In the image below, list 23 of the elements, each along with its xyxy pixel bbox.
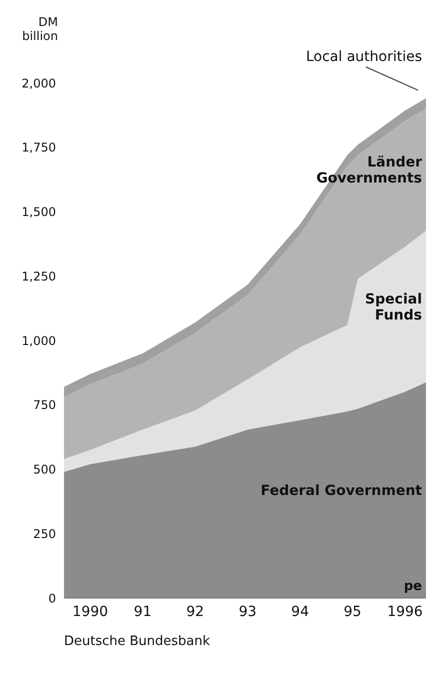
series-label: Länder Governments	[316, 154, 422, 187]
series-label: Special Funds	[365, 292, 422, 324]
y-tick-label: 2,000	[22, 76, 56, 90]
y-tick-label: 1,250	[22, 269, 56, 284]
y-tick-label: 250	[33, 526, 56, 541]
y-tick-label: 0	[48, 591, 56, 606]
annotation: pe	[404, 579, 422, 594]
x-tick-label: 1996	[387, 604, 423, 620]
x-tick-label: 93	[238, 604, 257, 620]
x-tick-label: 1990	[72, 604, 108, 620]
x-tick-label: 91	[134, 604, 152, 620]
y-tick-label: 1,500	[22, 205, 56, 220]
y-axis-title: DM billion	[22, 15, 58, 43]
y-tick-label: 1,000	[22, 334, 56, 348]
y-tick-label: 500	[33, 462, 56, 477]
series-label: Federal Government	[260, 483, 422, 500]
y-tick-label: 750	[33, 398, 56, 412]
x-tick-label: 92	[186, 604, 204, 620]
text: Local authorities	[306, 49, 422, 65]
text: Deutsche Bundesbank	[63, 634, 212, 649]
x-tick-label: 94	[291, 604, 310, 620]
y-tick-label: 1,750	[22, 140, 56, 155]
x-tick-label: 95	[344, 604, 362, 620]
